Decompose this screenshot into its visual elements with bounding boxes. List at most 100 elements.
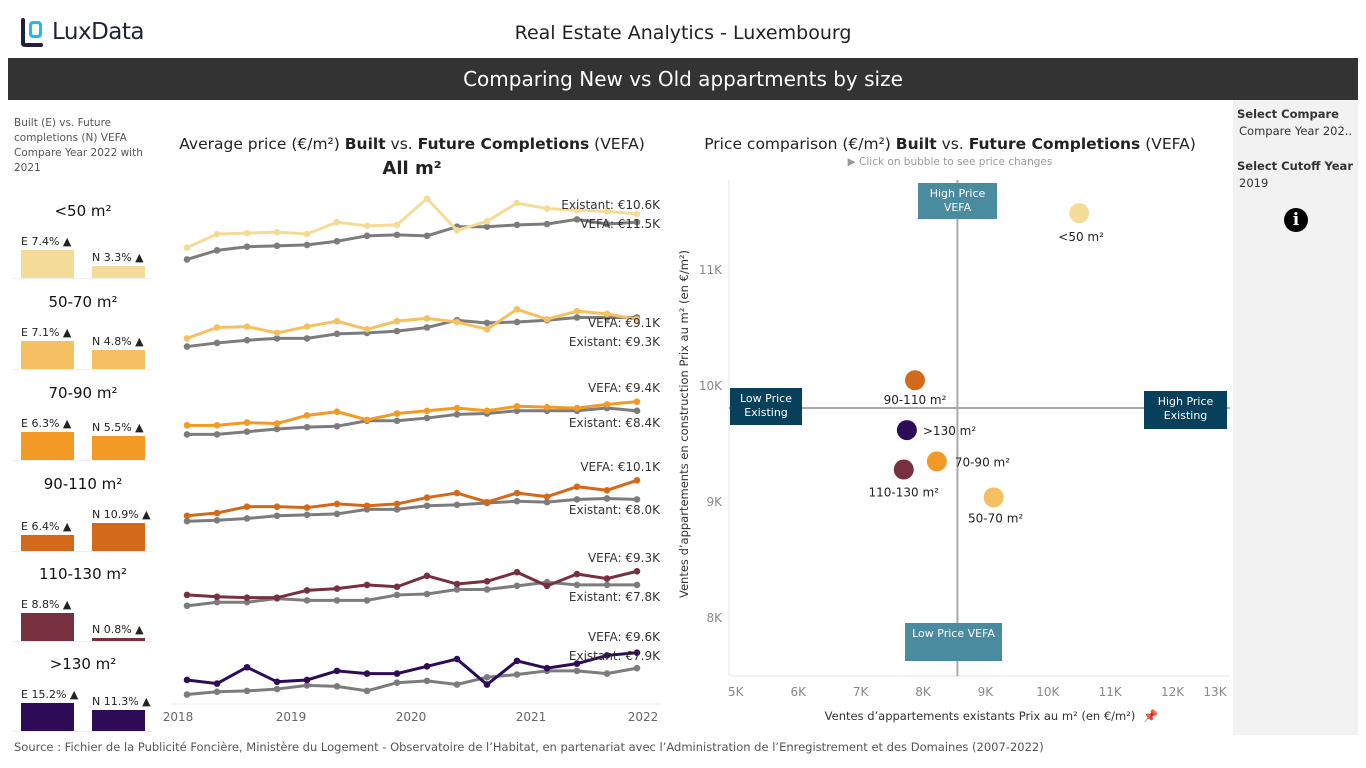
vefa-point[interactable] (603, 401, 611, 408)
existing-change-bar[interactable] (21, 432, 74, 460)
existing-point[interactable] (183, 602, 191, 610)
existing-point[interactable] (513, 582, 521, 590)
vefa-point[interactable] (603, 207, 611, 215)
existing-point[interactable] (183, 256, 191, 263)
vefa-point[interactable] (453, 404, 461, 412)
existing-series-line[interactable] (183, 216, 641, 263)
vefa-point[interactable] (213, 422, 221, 429)
vefa-point[interactable] (183, 335, 191, 342)
select-cutoff-dropdown[interactable]: 2019 (1239, 176, 1269, 190)
existing-point[interactable] (243, 687, 251, 695)
vefa-series-line[interactable] (183, 398, 641, 429)
vefa-change-bar[interactable] (92, 523, 145, 551)
vefa-point[interactable] (483, 217, 491, 225)
existing-point[interactable] (363, 687, 371, 695)
vefa-point[interactable] (213, 509, 221, 517)
size-bubble[interactable] (896, 420, 917, 441)
vefa-point[interactable] (573, 483, 581, 490)
info-icon[interactable]: i (1284, 208, 1308, 232)
vefa-point[interactable] (543, 582, 551, 590)
size-bubble[interactable] (905, 370, 925, 391)
vefa-point[interactable] (243, 323, 251, 330)
vefa-point[interactable] (423, 494, 431, 501)
vefa-point[interactable] (183, 512, 191, 520)
vefa-point[interactable] (483, 325, 491, 333)
vefa-point[interactable] (453, 655, 461, 663)
vefa-point[interactable] (273, 329, 281, 337)
existing-point[interactable] (483, 586, 491, 593)
vefa-point[interactable] (483, 577, 491, 585)
existing-point[interactable] (333, 683, 341, 690)
existing-point[interactable] (333, 422, 341, 430)
existing-point[interactable] (453, 501, 461, 509)
existing-point[interactable] (213, 598, 221, 606)
existing-point[interactable] (633, 218, 641, 226)
vefa-point[interactable] (273, 503, 281, 510)
existing-point[interactable] (243, 515, 251, 522)
vefa-point[interactable] (243, 663, 251, 671)
vefa-point[interactable] (303, 504, 311, 511)
existing-point[interactable] (603, 581, 611, 589)
vefa-point[interactable] (453, 227, 461, 234)
existing-point[interactable] (393, 679, 401, 686)
existing-point[interactable] (513, 497, 521, 505)
existing-point[interactable] (243, 336, 251, 344)
vefa-point[interactable] (543, 664, 551, 672)
vefa-point[interactable] (423, 195, 431, 202)
existing-point[interactable] (633, 496, 641, 503)
vefa-change-bar[interactable] (92, 638, 145, 641)
existing-point[interactable] (213, 247, 221, 254)
existing-point[interactable] (543, 220, 551, 228)
vefa-point[interactable] (423, 663, 431, 670)
existing-point[interactable] (213, 339, 221, 347)
vefa-point[interactable] (243, 419, 251, 426)
vefa-point[interactable] (303, 412, 311, 419)
vefa-point[interactable] (573, 660, 581, 667)
existing-point[interactable] (633, 664, 641, 672)
vefa-point[interactable] (543, 493, 551, 500)
existing-point[interactable] (273, 335, 281, 342)
existing-point[interactable] (273, 425, 281, 433)
vefa-point[interactable] (363, 222, 371, 230)
vefa-point[interactable] (183, 591, 191, 599)
existing-point[interactable] (483, 319, 491, 327)
existing-point[interactable] (423, 590, 431, 598)
existing-point[interactable] (333, 237, 341, 245)
existing-point[interactable] (423, 414, 431, 422)
existing-point[interactable] (303, 682, 311, 689)
existing-point[interactable] (393, 591, 401, 599)
existing-point[interactable] (633, 407, 641, 415)
vefa-point[interactable] (333, 408, 341, 415)
vefa-change-bar[interactable] (92, 435, 145, 460)
vefa-point[interactable] (213, 230, 221, 238)
existing-point[interactable] (393, 231, 401, 239)
vefa-point[interactable] (333, 500, 341, 508)
existing-change-bar[interactable] (21, 613, 74, 641)
existing-point[interactable] (633, 581, 641, 589)
existing-point[interactable] (573, 581, 581, 589)
existing-change-bar[interactable] (21, 534, 74, 551)
existing-point[interactable] (183, 517, 191, 525)
vefa-point[interactable] (333, 218, 341, 226)
existing-point[interactable] (543, 498, 551, 506)
existing-point[interactable] (483, 223, 491, 231)
vefa-point[interactable] (513, 306, 521, 313)
vefa-point[interactable] (393, 583, 401, 591)
vefa-point[interactable] (513, 657, 521, 665)
existing-point[interactable] (453, 681, 461, 688)
vefa-point[interactable] (363, 325, 371, 333)
existing-point[interactable] (603, 670, 611, 677)
vefa-point[interactable] (543, 403, 551, 411)
existing-point[interactable] (513, 671, 521, 678)
vefa-point[interactable] (213, 680, 221, 687)
vefa-point[interactable] (513, 489, 521, 497)
vefa-point[interactable] (483, 498, 491, 506)
size-bubble[interactable] (926, 451, 947, 472)
vefa-point[interactable] (213, 324, 221, 331)
vefa-point[interactable] (183, 422, 191, 429)
existing-point[interactable] (453, 411, 461, 418)
vefa-point[interactable] (393, 317, 401, 325)
existing-point[interactable] (363, 597, 371, 604)
vefa-change-bar[interactable] (92, 265, 145, 278)
vefa-point[interactable] (363, 502, 371, 510)
